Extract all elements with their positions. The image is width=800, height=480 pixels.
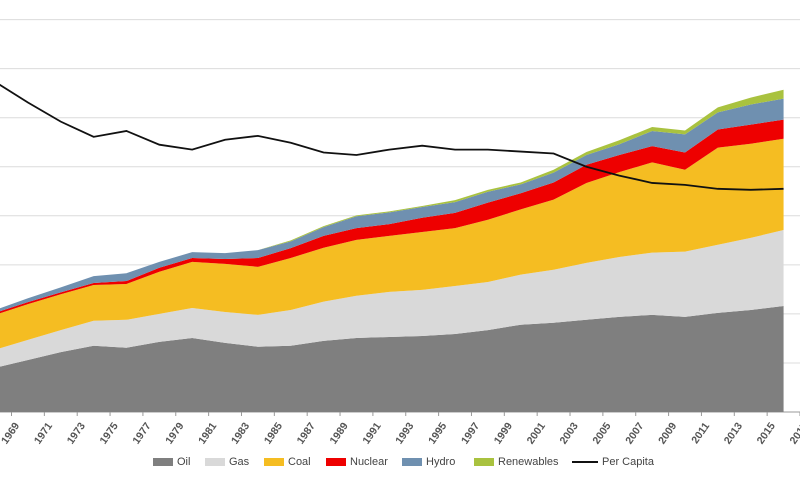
legend-swatch [326, 458, 346, 466]
legend-swatch [264, 458, 284, 466]
legend-swatch [205, 458, 225, 466]
legend-swatch [474, 458, 494, 466]
legend-label: Hydro [426, 456, 455, 468]
x-tick-label: 1987 [295, 420, 318, 446]
area-series [0, 230, 784, 367]
legend-label: Renewables [498, 456, 559, 468]
x-tick-label: 2017 [788, 420, 800, 446]
area-series [0, 138, 784, 349]
area-series [0, 119, 784, 314]
legend-label: Nuclear [350, 456, 388, 468]
x-tick-label: 1985 [262, 420, 285, 446]
legend-swatch [153, 458, 173, 466]
x-tick-label: 2005 [590, 420, 613, 446]
legend-label: Oil [177, 456, 190, 468]
x-tick-label: 2001 [525, 420, 548, 446]
x-tick-label: 2011 [689, 420, 712, 446]
x-tick-label: 1979 [163, 420, 186, 446]
x-tick-label: 1997 [459, 420, 482, 446]
legend-swatch [402, 458, 422, 466]
area-series [0, 306, 784, 412]
legend-label: Per Capita [602, 456, 655, 468]
x-tick-label: 1977 [130, 420, 153, 446]
line-series [0, 83, 784, 191]
x-tick-label: 2015 [755, 420, 778, 446]
x-tick-label: 2003 [558, 420, 581, 446]
x-tick-label: 1975 [98, 420, 121, 446]
x-tick-label: 1981 [196, 420, 219, 446]
legend-label: Coal [288, 456, 311, 468]
x-tick-label: 1983 [229, 420, 252, 446]
x-tick-label: 1989 [328, 420, 351, 446]
x-tick-label: 1971 [32, 420, 55, 446]
x-tick-label: 1999 [492, 420, 515, 446]
legend-label: Gas [229, 456, 250, 468]
x-tick-label: 2013 [722, 420, 745, 446]
x-tick-label: 2007 [623, 420, 646, 446]
x-tick-label: 2009 [656, 420, 679, 446]
x-tick-label: 1973 [65, 420, 88, 446]
x-tick-label: 1969 [0, 420, 22, 446]
x-tick-label: 1995 [426, 420, 449, 446]
x-tick-label: 1993 [393, 420, 416, 446]
x-tick-label: 1991 [360, 420, 383, 446]
